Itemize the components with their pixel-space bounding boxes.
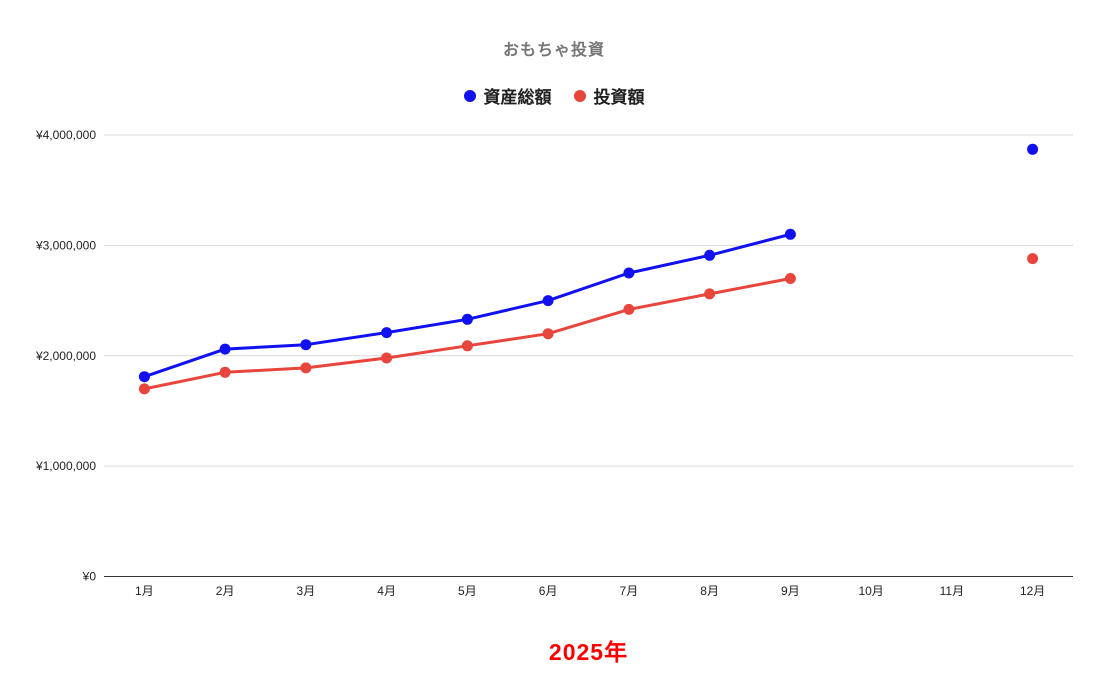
chart-legend: 資産総額 投資額 [0,83,1108,108]
data-point[interactable] [542,295,554,307]
data-point[interactable] [784,273,796,284]
data-point[interactable] [704,249,716,261]
y-axis-tick-label: ¥0 [82,570,97,584]
data-point[interactable] [381,352,393,364]
year-label: 2025年 [548,639,629,665]
data-point[interactable] [1027,143,1039,155]
legend-item-investment[interactable]: 投資額 [573,83,645,108]
legend-dot-assets-icon [463,89,476,102]
x-axis-tick-label: 8月 [700,584,719,598]
x-axis-tick-label: 6月 [539,584,558,598]
y-axis-tick-label: ¥1,000,000 [35,459,96,473]
x-axis-tick-label: 1月 [135,584,154,598]
y-axis-tick-label: ¥3,000,000 [35,238,96,252]
legend-item-assets[interactable]: 資産総額 [463,83,552,108]
x-axis-tick-label: 9月 [781,584,800,598]
x-axis-tick-label: 12月 [1020,584,1045,598]
x-axis-tick-label: 7月 [620,584,639,598]
chart-title: おもちゃ投資 [502,42,605,59]
x-axis-tick-label: 10月 [858,584,883,598]
data-point[interactable] [138,371,150,383]
data-point[interactable] [784,228,796,240]
data-point[interactable] [219,366,231,378]
x-axis-tick-label: 4月 [377,584,396,598]
legend-label-investment: 投資額 [593,88,645,107]
series-line [144,259,1032,389]
legend-dot-investment-icon [573,89,586,102]
data-point[interactable] [623,267,635,279]
data-point[interactable] [704,288,716,300]
data-point[interactable] [381,327,393,339]
series-line [144,149,1032,376]
y-axis-tick-label: ¥4,000,000 [35,128,96,142]
x-axis-tick-label: 2月 [216,584,235,598]
data-point[interactable] [138,383,150,395]
data-point[interactable] [461,340,473,352]
data-point[interactable] [623,303,635,315]
data-point[interactable] [300,362,312,374]
legend-label-assets: 資産総額 [483,88,552,107]
y-axis-tick-label: ¥2,000,000 [35,349,96,363]
data-point[interactable] [219,343,231,355]
data-point[interactable] [300,339,312,351]
data-point[interactable] [542,328,554,340]
data-point[interactable] [1027,253,1039,265]
x-axis-tick-label: 11月 [940,584,964,598]
data-point[interactable] [461,313,473,325]
x-axis-tick-label: 5月 [458,584,477,598]
x-axis-tick-label: 3月 [297,584,316,598]
